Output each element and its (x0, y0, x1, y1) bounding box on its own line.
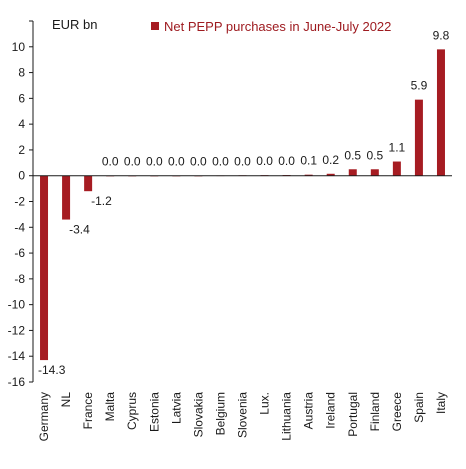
bar-germany (40, 175, 49, 361)
data-label: 5.9 (411, 79, 428, 93)
category-label: NL (59, 392, 73, 408)
category-label: Finland (368, 392, 382, 431)
data-label: 1.1 (389, 141, 406, 155)
category-label: Portugal (346, 392, 360, 437)
y-tick-label: -16 (8, 375, 26, 389)
y-tick-label: -12 (8, 323, 26, 337)
bar-france (84, 175, 93, 192)
bar-spain (414, 99, 423, 176)
y-tick-label: -6 (14, 246, 25, 260)
category-label: Lux. (258, 392, 272, 415)
legend-swatch (151, 22, 159, 30)
category-label: Greece (390, 392, 404, 432)
y-tick-label: -2 (14, 195, 25, 209)
data-label: 0.0 (234, 154, 251, 168)
category-label: Lithuania (280, 392, 294, 441)
data-label: 0.0 (256, 154, 273, 168)
data-label: 0.0 (190, 155, 207, 169)
unit-label: EUR bn (52, 17, 98, 32)
legend-label: Net PEPP purchases in June-July 2022 (164, 19, 391, 34)
category-labels: Germany NL France Malta Cyprus Estonia Latvia S… (37, 392, 448, 442)
bar-greece (392, 161, 401, 176)
data-label: 0.1 (300, 154, 317, 168)
data-label: 0.0 (168, 155, 185, 169)
data-label: 0.0 (212, 154, 229, 168)
bar-portugal (348, 169, 357, 176)
legend: Net PEPP purchases in June-July 2022 (151, 19, 391, 34)
data-label: -1.2 (91, 194, 112, 208)
category-label: Spain (412, 392, 426, 423)
bar-finland (370, 169, 379, 176)
category-label: Ireland (324, 392, 338, 429)
data-label: 0.0 (102, 155, 119, 169)
data-label: 0.0 (146, 155, 163, 169)
category-label: Germany (37, 392, 51, 441)
data-label: 9.8 (433, 28, 450, 42)
y-tick-label: -4 (14, 220, 25, 234)
data-labels: -14.3 -3.4 -1.2 0.0 0.0 0.0 0.0 0.0 0.0 0.0 0.0 0.0… (38, 28, 450, 377)
category-label: Belgium (213, 392, 227, 435)
bar-austria (304, 174, 313, 176)
data-label: 0.2 (322, 153, 339, 167)
data-label: 0.5 (344, 148, 361, 162)
data-label: 0.0 (278, 154, 295, 168)
data-label: -3.4 (69, 223, 90, 237)
y-tick-label: 8 (18, 66, 25, 80)
y-axis: 10 8 6 4 2 0 -2 -4 -6 -8 -10 -12 -14 -16 (8, 20, 34, 389)
y-tick-label: -8 (14, 272, 25, 286)
category-label: Slovenia (236, 392, 250, 438)
bar-italy (436, 49, 445, 176)
y-tick-label: 2 (18, 143, 25, 157)
y-tick-label: 10 (12, 40, 26, 54)
category-label: Italy (434, 392, 448, 414)
category-label: France (81, 392, 95, 430)
category-label: Cyprus (125, 392, 139, 430)
category-label: Malta (103, 392, 117, 422)
category-label: Austria (302, 392, 316, 430)
category-label: Slovakia (191, 392, 205, 438)
data-label: -14.3 (38, 363, 66, 377)
bar-ireland (326, 173, 335, 176)
data-label: 0.5 (366, 148, 383, 162)
y-tick-label: 4 (18, 117, 25, 131)
category-label: Latvia (169, 392, 183, 424)
y-tick-label: -14 (8, 349, 26, 363)
y-tick-label: 6 (18, 91, 25, 105)
y-tick-label: 0 (18, 169, 25, 183)
y-tick-label: -10 (8, 298, 26, 312)
category-label: Estonia (147, 392, 161, 432)
bar-nl (62, 175, 71, 220)
data-label: 0.0 (124, 155, 141, 169)
